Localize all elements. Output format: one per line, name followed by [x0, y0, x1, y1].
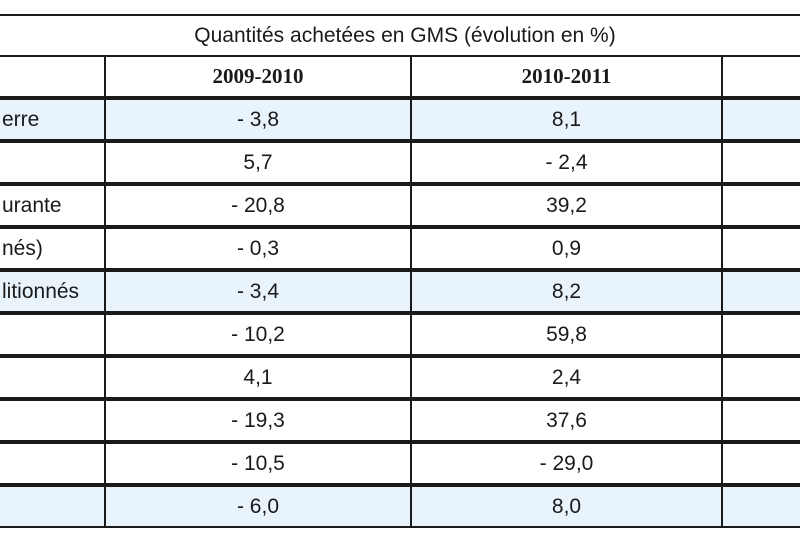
row-label-cell — [0, 485, 106, 528]
value-cell-2010-2011: 39,2 — [410, 184, 723, 227]
value-cell-extra — [721, 141, 800, 184]
value-cell-extra — [721, 399, 800, 442]
table-row: urante - 20,8 39,2 — [0, 184, 800, 227]
table-row: - 10,2 59,8 — [0, 313, 800, 356]
table-row: - 19,3 37,6 — [0, 399, 800, 442]
header-cell-extra — [721, 55, 800, 98]
table-row: - 6,0 8,0 — [0, 485, 800, 528]
table-row: erre - 3,8 8,1 — [0, 98, 800, 141]
value-cell-2010-2011: 8,1 — [410, 98, 723, 141]
header-cell-label — [0, 55, 106, 98]
value-cell-extra — [721, 98, 800, 141]
row-label-cell: urante — [0, 184, 106, 227]
value-cell-2009-2010: 5,7 — [104, 141, 412, 184]
header-cell-2010-2011: 2010-2011 — [410, 55, 723, 98]
value-cell-2009-2010: - 0,3 — [104, 227, 412, 270]
value-cell-2009-2010: - 19,3 — [104, 399, 412, 442]
value-cell-2010-2011: - 2,4 — [410, 141, 723, 184]
value-cell-extra — [721, 442, 800, 485]
row-label-cell: nés) — [0, 227, 106, 270]
table-row: 4,1 2,4 — [0, 356, 800, 399]
value-cell-extra — [721, 227, 800, 270]
row-label-cell — [0, 356, 106, 399]
value-cell-extra — [721, 313, 800, 356]
value-cell-2010-2011: 8,0 — [410, 485, 723, 528]
row-label-cell — [0, 141, 106, 184]
value-cell-2010-2011: - 29,0 — [410, 442, 723, 485]
table-row: litionnés - 3,4 8,2 — [0, 270, 800, 313]
value-cell-2010-2011: 59,8 — [410, 313, 723, 356]
table-row: - 10,5- 29,0 — [0, 442, 800, 485]
table-row: nés) - 0,3 0,9 — [0, 227, 800, 270]
table-row: 5,7- 2,4 — [0, 141, 800, 184]
table-title: Quantités achetées en GMS (évolution en … — [0, 14, 800, 57]
value-cell-extra — [721, 485, 800, 528]
value-cell-2009-2010: - 3,8 — [104, 98, 412, 141]
value-cell-2010-2011: 8,2 — [410, 270, 723, 313]
value-cell-2009-2010: - 6,0 — [104, 485, 412, 528]
value-cell-extra — [721, 356, 800, 399]
header-cell-2009-2010: 2009-2010 — [104, 55, 412, 98]
row-label-cell — [0, 399, 106, 442]
value-cell-2010-2011: 37,6 — [410, 399, 723, 442]
row-label-cell: erre — [0, 98, 106, 141]
row-label-cell — [0, 313, 106, 356]
row-label-cell — [0, 442, 106, 485]
value-cell-2009-2010: - 10,2 — [104, 313, 412, 356]
value-cell-2009-2010: 4,1 — [104, 356, 412, 399]
row-label-cell: litionnés — [0, 270, 106, 313]
table-header-row: 2009-2010 2010-2011 — [0, 55, 800, 98]
value-cell-2009-2010: - 20,8 — [104, 184, 412, 227]
value-cell-extra — [721, 270, 800, 313]
value-cell-2009-2010: - 10,5 — [104, 442, 412, 485]
value-cell-2010-2011: 0,9 — [410, 227, 723, 270]
value-cell-extra — [721, 184, 800, 227]
value-cell-2010-2011: 2,4 — [410, 356, 723, 399]
value-cell-2009-2010: - 3,4 — [104, 270, 412, 313]
